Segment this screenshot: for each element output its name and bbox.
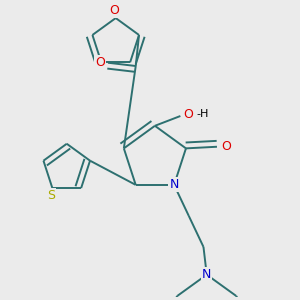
Text: N: N — [202, 268, 212, 281]
Text: -H: -H — [196, 110, 208, 119]
Text: S: S — [47, 189, 55, 202]
Text: O: O — [109, 4, 119, 17]
Text: O: O — [184, 108, 194, 121]
Text: O: O — [221, 140, 231, 153]
Text: N: N — [169, 178, 179, 191]
Text: O: O — [95, 56, 105, 69]
